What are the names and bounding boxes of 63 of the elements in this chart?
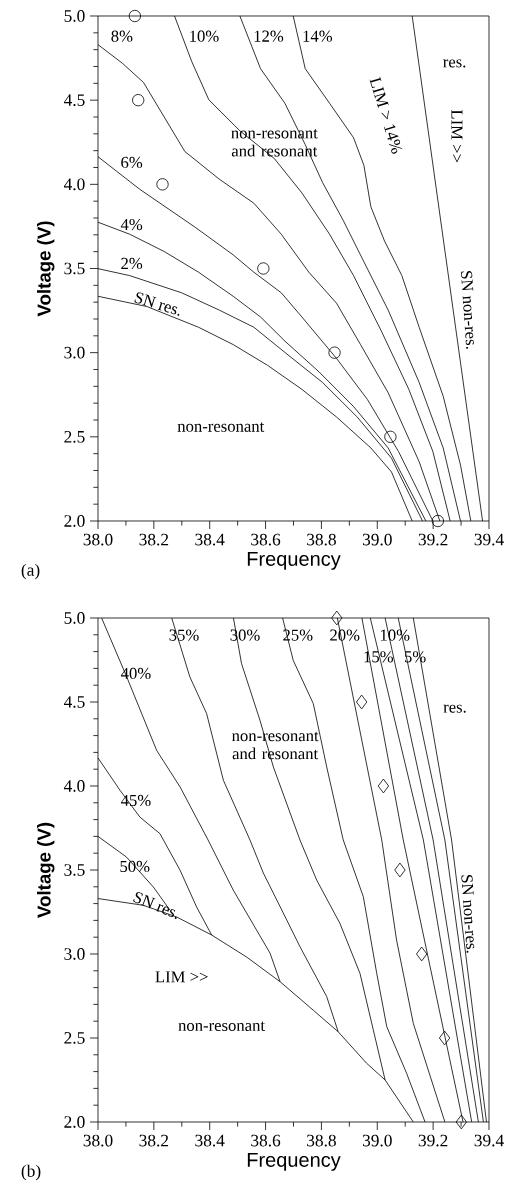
annotation: res. — [443, 704, 466, 713]
annotation: 30% — [230, 629, 260, 641]
annotation: SN res. — [133, 892, 177, 919]
x-axis-title: Frequency — [247, 1152, 341, 1171]
y-tick-label: 5.0 — [64, 612, 85, 624]
y-axis-title: Voltage (V) — [36, 221, 55, 317]
annotation: 50% — [120, 860, 150, 873]
annotation: 25% — [283, 629, 313, 641]
x-tick-label: 39.0 — [362, 1134, 392, 1147]
annotation: SN non-res. — [461, 271, 474, 349]
y-tick-label: 3.5 — [64, 262, 85, 275]
text: (b) — [21, 1164, 41, 1181]
y-tick-label: 2.0 — [64, 515, 85, 527]
annotation: non-resonant — [178, 1021, 265, 1031]
annotation: 10% — [380, 629, 410, 641]
annotation: 2% — [121, 257, 143, 270]
x-tick-label: 39.2 — [418, 533, 448, 546]
text: (a) — [21, 563, 40, 580]
x-tick-label: 38.4 — [195, 1134, 225, 1147]
y-tick-label: 4.5 — [63, 696, 85, 708]
x-axis-title: Frequency — [247, 551, 341, 570]
x-tick-label: 38.0 — [83, 533, 113, 546]
annotation: SN res. — [134, 292, 180, 316]
y-tick-label: 5.0 — [64, 10, 85, 22]
y-tick-label: 4.0 — [63, 178, 85, 191]
x-tick-label: 38.6 — [251, 1134, 281, 1147]
x-tick-label: 38.2 — [139, 533, 169, 546]
annotation: 4% — [120, 218, 143, 231]
y-tick-label: 2.5 — [64, 430, 85, 443]
x-tick-label: 39.4 — [474, 533, 504, 546]
annotation: LIM >> — [155, 971, 208, 983]
annotation: non-resonant — [177, 422, 265, 432]
annotation: LIM >> — [451, 109, 463, 163]
annotation: 8% — [111, 30, 133, 42]
annotation: 20% — [330, 629, 360, 641]
y-tick-label: 3.0 — [64, 346, 85, 359]
x-tick-label: 38.8 — [307, 1134, 336, 1147]
y-axis-title: Voltage (V) — [36, 822, 55, 918]
y-tick-label: 4.0 — [63, 780, 85, 792]
x-tick-label: 38.4 — [195, 533, 225, 546]
x-tick-label: 39.0 — [362, 533, 392, 546]
annotation: LIM > 14% — [369, 76, 403, 154]
y-tick-label: 3.5 — [64, 864, 85, 876]
y-tick-label: 2.0 — [64, 1116, 85, 1128]
x-tick-label: 38.6 — [251, 533, 281, 546]
annotation: 35% — [169, 629, 199, 641]
annotation: 6% — [121, 156, 143, 169]
annotation: 45% — [120, 794, 151, 807]
annotation: 10% — [190, 30, 219, 42]
annotation: SN non-res. — [461, 875, 475, 953]
annotation: non-resonant and resonant — [231, 731, 319, 760]
x-tick-label: 38.2 — [139, 1134, 169, 1147]
x-tick-label: 39.4 — [474, 1134, 504, 1147]
annotation: 40% — [120, 667, 151, 680]
annotation: 14% — [303, 30, 333, 42]
x-tick-label: 38.0 — [83, 1134, 113, 1147]
annotation: res. — [443, 59, 466, 68]
x-tick-label: 38.8 — [307, 533, 336, 546]
y-tick-label: 3.0 — [64, 948, 85, 960]
annotation: 12% — [254, 30, 284, 42]
y-tick-label: 2.5 — [64, 1032, 85, 1044]
x-tick-label: 39.2 — [418, 1134, 448, 1147]
y-tick-label: 4.5 — [63, 94, 85, 106]
